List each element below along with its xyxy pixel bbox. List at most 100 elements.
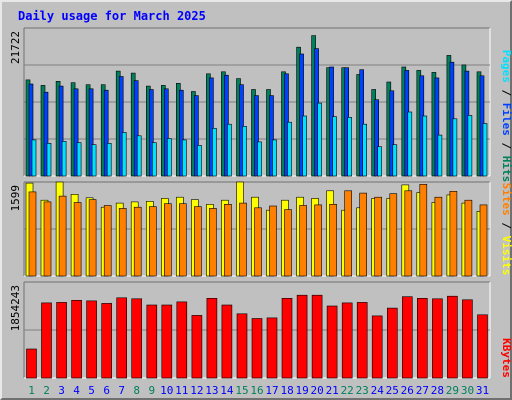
bar-pages-day-21 (332, 116, 337, 177)
bar-files-day-1 (28, 83, 34, 177)
bar-kbytes-day-4 (71, 299, 82, 379)
bar-files-day-5 (88, 88, 94, 177)
bar-files-day-3 (58, 85, 64, 177)
legend-sites-visits: Sites / Visits (500, 183, 512, 276)
bar-pages-day-22 (347, 117, 353, 177)
day-label-16: 16 (250, 384, 263, 397)
bar-kbytes-day-15 (236, 313, 248, 379)
bar-kbytes-day-7 (116, 297, 127, 379)
bar-files-day-28 (434, 77, 440, 177)
bar-sites-day-24 (374, 196, 383, 277)
bar-files-day-23 (359, 69, 365, 177)
day-label-11: 11 (175, 384, 188, 397)
bar-kbytes-day-29 (447, 295, 458, 379)
bar-pages-day-9 (152, 142, 157, 177)
bar-pages-day-25 (392, 144, 398, 177)
bar-pages-day-24 (377, 146, 383, 177)
day-label-31: 31 (476, 384, 489, 397)
day-label-24: 24 (371, 384, 385, 397)
bar-sites-day-13 (209, 208, 217, 277)
bar-sites-day-7 (118, 208, 127, 277)
bar-pages-day-28 (437, 134, 443, 177)
bar-pages-day-23 (362, 123, 368, 177)
day-label-3: 3 (58, 384, 65, 397)
bar-sites-day-2 (43, 201, 52, 277)
legend-files: Files (500, 103, 512, 136)
bar-files-day-6 (103, 89, 109, 177)
bar-kbytes-day-19 (296, 294, 308, 379)
bar-kbytes-day-26 (401, 296, 413, 379)
bar-kbytes-day-10 (161, 304, 173, 379)
bar-sites-day-14 (224, 204, 232, 277)
bar-pages-day-15 (242, 126, 247, 177)
bar-kbytes-day-16 (251, 318, 263, 379)
bar-files-day-13 (209, 77, 214, 177)
bar-pages-day-26 (407, 111, 413, 177)
day-label-15: 15 (235, 384, 248, 397)
bar-pages-day-2 (46, 143, 52, 177)
bar-pages-day-12 (197, 145, 202, 177)
svg-text:Sites / Visits: Sites / Visits (500, 183, 512, 276)
bar-files-day-9 (149, 89, 154, 177)
bar-kbytes-day-14 (221, 304, 233, 379)
bar-pages-day-11 (182, 139, 187, 177)
panel-kbytes: 1854243 (9, 281, 491, 379)
bar-pages-day-18 (287, 121, 292, 177)
svg-text:KBytes: KBytes (500, 338, 512, 378)
bar-pages-day-4 (76, 142, 82, 177)
bar-pages-day-5 (91, 144, 97, 177)
bar-sites-day-3 (58, 195, 67, 277)
day-label-25: 25 (386, 384, 399, 397)
bar-pages-day-27 (422, 115, 428, 177)
bar-kbytes-day-23 (356, 302, 368, 379)
bar-sites-day-16 (254, 207, 262, 277)
day-label-7: 7 (118, 384, 125, 397)
legend-kbytes: KBytes (500, 338, 512, 378)
bar-sites-day-1 (28, 191, 37, 277)
y-max-label: 1854243 (9, 285, 22, 331)
bar-sites-day-26 (404, 190, 413, 277)
panel-sites-visits: 1599 (9, 181, 491, 277)
bar-kbytes-day-28 (432, 298, 443, 379)
day-label-1: 1 (28, 384, 35, 397)
bar-sites-day-18 (284, 209, 292, 277)
legend-sep: / (500, 90, 512, 97)
bar-sites-day-21 (329, 204, 337, 277)
bar-kbytes-day-13 (206, 297, 218, 379)
bar-sites-day-19 (299, 205, 307, 277)
bar-files-day-10 (164, 88, 169, 177)
bar-pages-day-19 (302, 115, 307, 177)
day-label-5: 5 (88, 384, 95, 397)
bar-sites-day-22 (344, 190, 353, 277)
bar-sites-day-6 (103, 205, 112, 277)
day-label-27: 27 (416, 384, 429, 397)
bar-kbytes-day-1 (26, 348, 37, 379)
bar-kbytes-day-22 (341, 302, 353, 379)
day-label-22: 22 (341, 384, 354, 397)
day-label-19: 19 (295, 384, 308, 397)
day-label-17: 17 (265, 384, 278, 397)
bar-kbytes-day-18 (281, 297, 293, 379)
bar-pages-day-1 (31, 139, 37, 177)
bar-files-day-25 (389, 90, 395, 177)
day-label-20: 20 (310, 384, 323, 397)
bar-files-day-16 (254, 95, 259, 177)
bar-kbytes-day-27 (416, 297, 428, 379)
bar-files-day-11 (179, 89, 184, 177)
bar-pages-day-13 (212, 128, 217, 177)
bar-kbytes-day-9 (146, 304, 158, 379)
bar-files-day-2 (43, 91, 49, 177)
bar-files-day-7 (118, 76, 124, 177)
x-axis-day-labels: 1 2 3 4 5 6 7 8 9 10 11 12 13 14 15 16 17 18 19 20 21 22 23 24 2… (28, 384, 489, 397)
bar-sites-day-17 (269, 205, 277, 277)
bar-pages-day-29 (452, 118, 458, 177)
bar-sites-day-30 (464, 199, 473, 277)
bar-sites-day-15 (239, 202, 247, 277)
bar-kbytes-day-30 (462, 299, 473, 379)
bar-sites-day-4 (73, 202, 82, 277)
bar-pages-day-20 (317, 102, 322, 177)
bar-pages-day-6 (106, 143, 112, 177)
legend-hits: Hits (500, 156, 512, 183)
bar-sites-day-27 (419, 184, 428, 277)
